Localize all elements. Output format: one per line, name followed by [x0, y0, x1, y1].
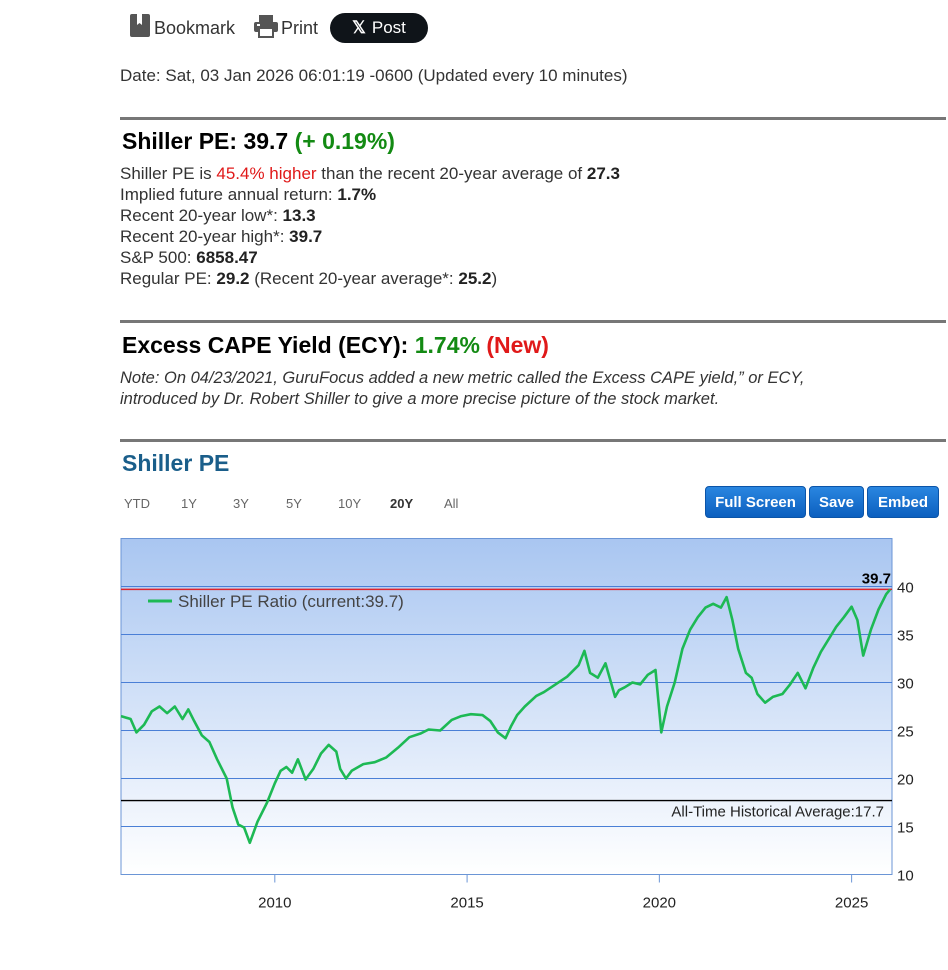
stat-text: Shiller PE is [120, 164, 212, 183]
x-logo-icon: 𝕏 [352, 18, 366, 37]
y-tick-label: 25 [897, 724, 914, 741]
section-divider [120, 320, 946, 323]
chart-section-title: Shiller PE [122, 450, 230, 476]
ecy-note-line: Note: On 04/23/2021, GuruFocus added a n… [120, 369, 805, 387]
save-button[interactable]: Save [809, 486, 864, 518]
range-ytd[interactable]: YTD [124, 496, 150, 511]
series-line-shiller-pe [120, 588, 892, 845]
stat-20y-high: Recent 20-year high*: 39.7 [120, 226, 620, 247]
y-tick-label: 35 [897, 628, 914, 645]
stat-text: than the recent 20-year average of [321, 164, 583, 183]
shiller-stats: Shiller PE is 45.4% higher than the rece… [120, 163, 620, 289]
stat-value: 39.7 [289, 227, 323, 246]
y-axis: 10 15 20 25 30 35 40 [897, 580, 914, 885]
stat-label: S&P 500: [120, 248, 192, 267]
ecy-note: Note: On 04/23/2021, GuruFocus added a n… [120, 368, 920, 410]
section-divider [120, 117, 946, 120]
current-value-label: 39.7 [862, 570, 891, 587]
embed-button[interactable]: Embed [867, 486, 939, 518]
stat-vs-average: Shiller PE is 45.4% higher than the rece… [120, 163, 620, 184]
shiller-pe-change: (+ 0.19%) [294, 128, 395, 154]
shiller-pe-label: Shiller PE: [122, 128, 238, 154]
ecy-label: Excess CAPE Yield (ECY): [122, 332, 409, 358]
stat-text: (Recent 20-year average*: [254, 269, 454, 288]
update-date: Date: Sat, 03 Jan 2026 06:01:19 -0600 (U… [120, 66, 628, 85]
ecy-new-badge: (New) [486, 332, 549, 358]
stat-sp500: S&P 500: 6858.47 [120, 247, 620, 268]
shiller-pe-value: 39.7 [243, 128, 289, 154]
y-tick-label: 40 [897, 580, 914, 597]
ecy-note-line: introduced by Dr. Robert Shiller to give… [120, 390, 720, 408]
reference-lines [121, 588, 892, 802]
stat-pct-higher: 45.4% higher [216, 164, 317, 183]
ecy-heading: Excess CAPE Yield (ECY): 1.74% (New) [122, 332, 549, 359]
bookmark-icon [128, 13, 152, 44]
range-selector: YTD 1Y 3Y 5Y 10Y 20Y All [124, 496, 481, 511]
full-screen-button[interactable]: Full Screen [705, 486, 806, 518]
stat-label: Regular PE: [120, 269, 212, 288]
y-tick-label: 10 [897, 868, 914, 885]
range-10y[interactable]: 10Y [338, 496, 362, 511]
stat-value: 1.7% [337, 185, 377, 204]
stat-label: Recent 20-year low*: [120, 206, 278, 225]
x-tick-label: 2020 [643, 895, 676, 912]
stat-label: Recent 20-year high*: [120, 227, 285, 246]
y-tick-label: 20 [897, 772, 914, 789]
print-button[interactable]: Print [253, 14, 318, 43]
ecy-value: 1.74% [414, 332, 480, 358]
stat-regular-pe: Regular PE: 29.2 (Recent 20-year average… [120, 268, 620, 289]
print-label: Print [281, 17, 319, 38]
share-toolbar: Bookmark Print 𝕏 Post [128, 10, 429, 46]
historical-average-label: All-Time Historical Average:17.7 [671, 804, 884, 821]
chart-legend: Shiller PE Ratio (current:39.7) [148, 592, 404, 611]
stat-20y-low: Recent 20-year low*: 13.3 [120, 205, 620, 226]
stat-value: 6858.47 [196, 248, 258, 267]
range-3y[interactable]: 3Y [233, 496, 249, 511]
range-5y[interactable]: 5Y [286, 496, 302, 511]
plot-area [120, 538, 893, 875]
range-1y[interactable]: 1Y [181, 496, 197, 511]
x-post-button[interactable]: 𝕏 Post [330, 13, 429, 43]
range-all[interactable]: All [444, 496, 459, 511]
y-tick-label: 15 [897, 820, 914, 837]
chart-actions: Full Screen Save Embed [705, 486, 942, 518]
stat-value: 13.3 [282, 206, 316, 225]
stat-text: ) [491, 269, 498, 288]
x-tick-label: 2015 [450, 895, 483, 912]
legend-label: Shiller PE Ratio (current:39.7) [178, 592, 404, 611]
x-tick-label: 2025 [835, 895, 868, 912]
series-layer [120, 588, 892, 845]
printer-icon [253, 14, 279, 43]
stat-value: 29.2 [216, 269, 250, 288]
y-tick-label: 30 [897, 676, 914, 693]
stat-value: 25.2 [458, 269, 492, 288]
stat-implied-return: Implied future annual return: 1.7% [120, 184, 620, 205]
post-label: Post [371, 18, 406, 37]
stat-label: Implied future annual return: [120, 185, 333, 204]
x-axis: 2010 2015 2020 2025 [258, 874, 868, 912]
bookmark-label: Bookmark [154, 17, 236, 38]
shiller-pe-heading: Shiller PE: 39.7 (+ 0.19%) [122, 128, 395, 155]
x-tick-label: 2010 [258, 895, 291, 912]
stat-average-value: 27.3 [586, 164, 620, 183]
gridlines [121, 586, 892, 827]
range-20y[interactable]: 20Y [390, 496, 414, 511]
section-divider [120, 439, 946, 442]
bookmark-button[interactable]: Bookmark [128, 13, 235, 44]
